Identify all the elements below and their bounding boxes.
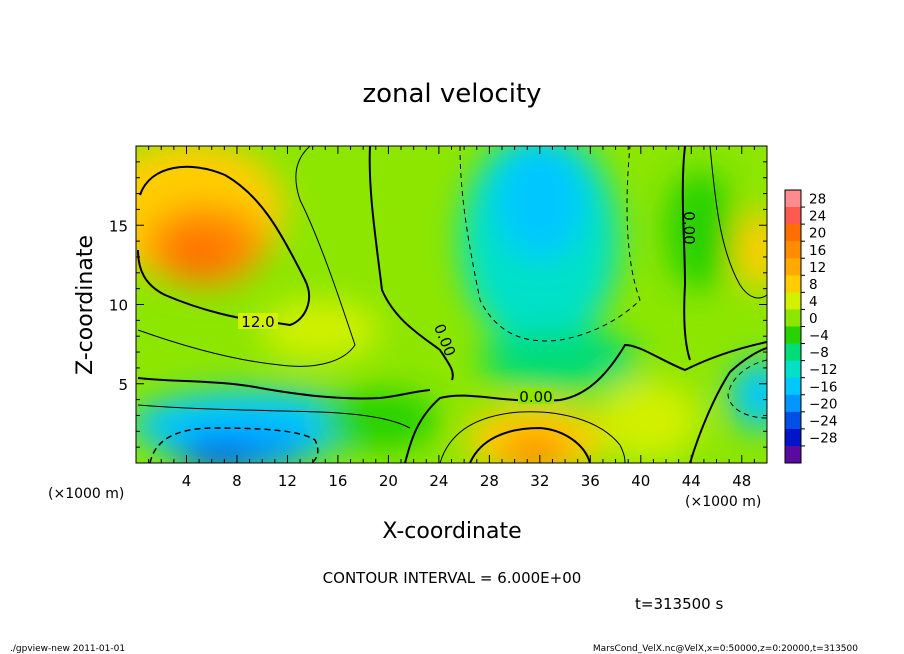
label-bg bbox=[518, 388, 554, 404]
y-tick-label: 15 bbox=[109, 217, 128, 235]
colorbar-swatch bbox=[785, 445, 801, 464]
colorbar-swatch bbox=[785, 224, 801, 242]
x-tick-label: 16 bbox=[328, 472, 347, 490]
colorbar-label: 16 bbox=[809, 243, 826, 259]
colorbar-label: −20 bbox=[809, 396, 838, 412]
colorbar-label: 20 bbox=[809, 226, 826, 242]
colorbar-label: 0 bbox=[809, 311, 818, 327]
colorbar-label: −16 bbox=[809, 379, 838, 395]
x-tick-label: 4 bbox=[182, 472, 192, 490]
contour-0-right bbox=[681, 146, 691, 361]
colorbar-label: −12 bbox=[809, 362, 838, 378]
x-axis-label: X-coordinate bbox=[382, 519, 521, 544]
contour-0-bottomright bbox=[689, 347, 767, 463]
field-blob bbox=[170, 235, 230, 275]
colorbar-swatch bbox=[785, 190, 801, 208]
contour-label-0-right: 0.00 bbox=[680, 211, 698, 244]
x-tick-label: 36 bbox=[581, 472, 600, 490]
x-tick-label: 28 bbox=[480, 472, 499, 490]
x-units-left: (×1000 m) bbox=[48, 486, 124, 502]
x-tick-label: 24 bbox=[429, 472, 448, 490]
colorbar-swatch bbox=[785, 241, 801, 259]
contour-label-0-bottom: 0.00 bbox=[519, 388, 552, 406]
x-tick-label: 44 bbox=[682, 472, 701, 490]
contour-0-low bbox=[404, 341, 767, 463]
contour-6 bbox=[137, 146, 356, 367]
label-bg bbox=[238, 313, 278, 329]
x-tick-label: 8 bbox=[232, 472, 242, 490]
field-blob bbox=[730, 360, 767, 430]
field-blob bbox=[320, 390, 440, 450]
field-blob bbox=[495, 146, 585, 260]
x-tick-label: 20 bbox=[379, 472, 398, 490]
field-blob bbox=[735, 210, 767, 290]
colorbar-swatch bbox=[785, 275, 801, 293]
field-blob bbox=[665, 170, 735, 290]
chart-title: zonal velocity bbox=[362, 79, 541, 109]
colorbar-label: −8 bbox=[809, 345, 829, 361]
colorbar-swatch bbox=[785, 360, 801, 379]
colorbar-swatch bbox=[785, 326, 801, 345]
colorbar-label: 4 bbox=[809, 294, 818, 310]
contour-6-bottom bbox=[439, 411, 626, 463]
field-blob bbox=[480, 330, 640, 390]
time-label: t=313500 s bbox=[635, 595, 723, 613]
x-tick-label: 40 bbox=[631, 472, 650, 490]
field-blob bbox=[185, 448, 255, 463]
x-axis: 4 8 12 16 20 24 28 32 36 40 44 48 bbox=[148, 146, 755, 490]
colorbar-swatch bbox=[785, 258, 801, 276]
y-axis: 5 10 15 bbox=[109, 161, 767, 448]
contour-12 bbox=[137, 165, 310, 327]
field-blob bbox=[600, 380, 700, 460]
colorbar-swatch bbox=[785, 292, 801, 310]
y-axis-label: Z-coordinate bbox=[73, 235, 98, 375]
colorbar-swatch bbox=[785, 394, 801, 413]
field-blob bbox=[170, 428, 310, 463]
contour-interval: CONTOUR INTERVAL = 6.000E+00 bbox=[323, 569, 582, 587]
contour-neg-right bbox=[727, 359, 767, 419]
colorbar-label: 24 bbox=[809, 209, 826, 225]
contour-pos-bottom bbox=[469, 426, 591, 463]
colorbar-swatch bbox=[785, 309, 801, 327]
contour-label-12: 12.0 bbox=[241, 313, 274, 331]
colorbar-swatch bbox=[785, 207, 801, 225]
footer-right: MarsCond_VelX.nc@VelX,x=0:50000,z=0:2000… bbox=[593, 644, 858, 654]
contour-0-mid bbox=[368, 146, 454, 381]
plot-area: 12.0 0.00 0.00 0.00 bbox=[136, 146, 767, 463]
colorbar-label: −24 bbox=[809, 413, 838, 429]
colorbar-swatch bbox=[785, 428, 801, 447]
y-tick-label: 10 bbox=[109, 297, 128, 315]
colorbar-label: 8 bbox=[809, 277, 818, 293]
footer-left: ./gpview-new 2011-01-01 bbox=[10, 644, 125, 654]
colorbar-label: −28 bbox=[809, 430, 838, 446]
colorbar-label: 12 bbox=[809, 260, 826, 276]
x-tick-label: 12 bbox=[278, 472, 297, 490]
colorbar-label: −4 bbox=[809, 328, 829, 344]
colorbar-label: 28 bbox=[809, 192, 826, 208]
x-tick-label: 48 bbox=[732, 472, 751, 490]
x-tick-label: 32 bbox=[530, 472, 549, 490]
x-units-right: (×1000 m) bbox=[685, 494, 761, 510]
colorbar-swatch bbox=[785, 343, 801, 362]
colorbar-swatch bbox=[785, 411, 801, 430]
field-blob bbox=[500, 434, 570, 463]
field-blob bbox=[260, 300, 380, 360]
contour-6-low bbox=[137, 404, 411, 429]
contour-neg-bottomleft bbox=[149, 427, 319, 463]
y-tick-label: 5 bbox=[118, 376, 128, 394]
colorbar-swatch bbox=[785, 377, 801, 396]
contour-6-right bbox=[709, 146, 767, 299]
contour-0-left bbox=[137, 377, 431, 400]
